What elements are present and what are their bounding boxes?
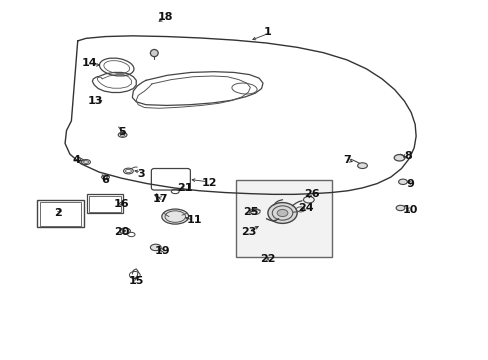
Bar (37, 201, 83, 227)
Ellipse shape (395, 205, 404, 211)
Bar (235, 180, 331, 257)
Text: 21: 21 (177, 183, 192, 193)
Ellipse shape (150, 49, 158, 57)
Text: 25: 25 (242, 207, 258, 217)
Text: 22: 22 (260, 254, 275, 264)
Text: 7: 7 (342, 155, 350, 165)
Text: 26: 26 (304, 189, 319, 199)
Ellipse shape (162, 209, 188, 224)
Text: 9: 9 (406, 179, 413, 189)
Ellipse shape (120, 134, 125, 136)
Text: 13: 13 (88, 96, 103, 106)
Text: 23: 23 (240, 227, 256, 237)
Text: 6: 6 (102, 175, 109, 185)
Text: 10: 10 (402, 206, 417, 216)
Text: 20: 20 (114, 227, 129, 237)
Text: 8: 8 (403, 150, 411, 161)
Ellipse shape (393, 154, 404, 161)
Bar (89, 196, 121, 212)
Text: 19: 19 (155, 246, 170, 256)
Text: 12: 12 (201, 178, 217, 188)
Text: 14: 14 (81, 58, 97, 68)
Text: 15: 15 (128, 276, 143, 286)
Ellipse shape (150, 244, 161, 251)
Text: 2: 2 (54, 208, 62, 218)
Ellipse shape (83, 161, 88, 163)
Text: 5: 5 (118, 127, 125, 136)
Ellipse shape (120, 228, 130, 234)
Ellipse shape (267, 203, 297, 224)
Text: 11: 11 (186, 215, 202, 225)
Text: 17: 17 (153, 194, 168, 204)
Ellipse shape (398, 179, 407, 184)
Text: 3: 3 (137, 168, 144, 179)
Text: 18: 18 (158, 12, 173, 22)
Ellipse shape (357, 163, 366, 168)
Text: 24: 24 (297, 203, 313, 213)
Text: 4: 4 (72, 155, 80, 165)
Bar (87, 194, 122, 213)
Text: 16: 16 (114, 199, 129, 210)
Ellipse shape (277, 210, 287, 217)
Text: 1: 1 (264, 27, 271, 37)
Bar (40, 202, 81, 226)
